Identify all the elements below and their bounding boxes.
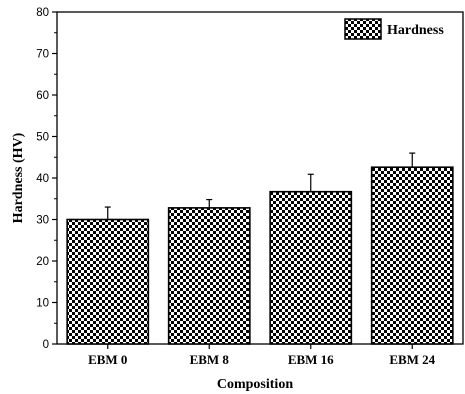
bar: [66, 218, 150, 345]
bars-group: [66, 166, 454, 345]
bar: [370, 166, 454, 345]
x-axis: EBM 0 EBM 8 EBM 16 EBM 24: [88, 344, 436, 367]
x-axis-label: Composition: [217, 377, 293, 392]
legend-label: Hardness: [387, 23, 444, 38]
y-tick-label: 30: [36, 215, 49, 227]
y-tick-label: 70: [36, 49, 49, 61]
y-tick-label: 0: [43, 339, 49, 351]
x-tick-label: EBM 16: [288, 352, 334, 367]
x-tick-label: EBM 24: [389, 352, 435, 367]
y-tick-label: 60: [36, 90, 49, 102]
x-tick-label: EBM 0: [88, 352, 127, 367]
y-tick-label: 50: [36, 132, 49, 144]
y-tick-label: 40: [36, 173, 49, 185]
bar: [167, 207, 251, 345]
y-axis: 0 10 20 30 40 50 60 70 80: [36, 7, 57, 351]
y-tick-label: 80: [36, 7, 49, 19]
y-axis-label: Hardness (HV): [11, 132, 26, 223]
y-tick-label: 20: [36, 256, 49, 268]
legend-swatch: [344, 18, 382, 40]
y-tick-label: 10: [36, 298, 49, 310]
x-tick-label: EBM 8: [190, 352, 230, 367]
legend: Hardness: [344, 18, 444, 40]
error-bars-group: [104, 152, 416, 220]
bar: [269, 190, 353, 345]
